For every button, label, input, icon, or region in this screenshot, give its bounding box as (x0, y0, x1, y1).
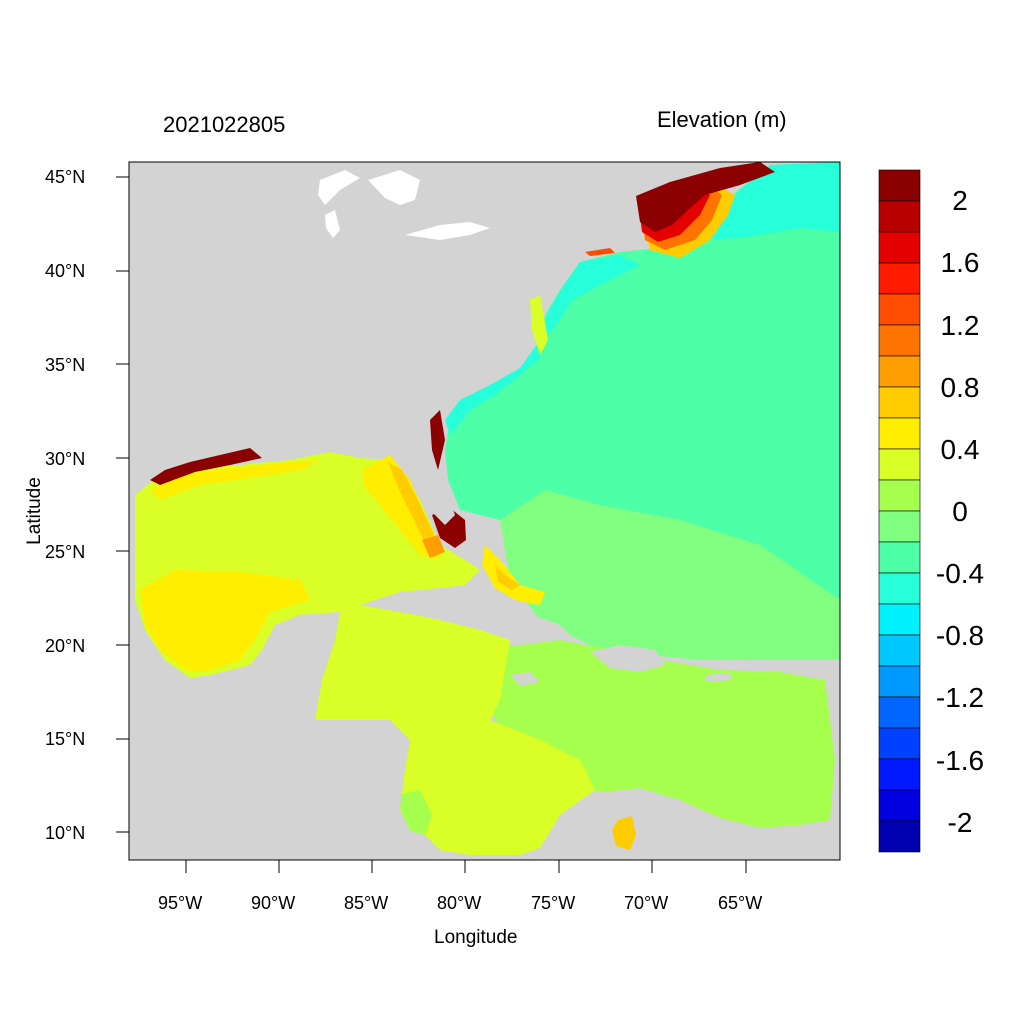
x-tick-label: 85°W (344, 893, 389, 913)
colorbar-swatch (878, 789, 921, 822)
x-tick-label: 95°W (158, 893, 203, 913)
colorbar-swatch (878, 293, 921, 326)
x-tick-label: 75°W (531, 893, 576, 913)
colorbar-swatch (878, 231, 921, 264)
y-tick-label: 35°N (45, 355, 86, 375)
south-america-land (520, 790, 840, 860)
y-tick-label: 30°N (45, 449, 86, 469)
date-stamp-title: 2021022805 (163, 112, 286, 137)
long-island-sound (585, 248, 615, 256)
colorbar-swatch (878, 262, 921, 295)
colorbar (878, 169, 921, 853)
colorbar-swatch (878, 386, 921, 419)
colorbar-swatch (878, 820, 921, 853)
lake-huron (368, 170, 420, 205)
colorbar-swatch (878, 665, 921, 698)
lake-maracaibo-water (612, 816, 636, 850)
colorbar-swatch (878, 448, 921, 481)
colorbar-swatch (878, 696, 921, 729)
cuba-land (378, 588, 575, 640)
x-tick-label: 90°W (251, 893, 296, 913)
colorbar-swatch (878, 479, 921, 512)
colorbar-label: 0.8 (940, 372, 980, 403)
colorbar-label: -1.2 (935, 682, 985, 713)
florida-land (390, 450, 455, 525)
colorbar-swatch (878, 541, 921, 574)
y-axis-label: Latitude (24, 477, 45, 545)
colorbar-label: -2 (947, 807, 973, 838)
atlantic-cyan-band (700, 162, 840, 240)
colorbar-swatch (878, 758, 921, 791)
axis-ticks (116, 176, 747, 873)
colorbar-swatch (878, 355, 921, 388)
yucatan-land (262, 612, 340, 720)
x-tick-label: 70°W (624, 893, 669, 913)
atlantic-south-green (500, 490, 840, 660)
western-caribbean (315, 605, 595, 855)
colorbar-label: -0.4 (935, 558, 985, 589)
florida-west-orange (388, 462, 440, 552)
chesapeake (530, 295, 548, 355)
y-tick-label: 25°N (45, 542, 86, 562)
carolina-coast-surge (430, 410, 445, 470)
colorbar-label: -0.8 (935, 620, 985, 651)
colorbar-swatch (878, 603, 921, 636)
jamaica-land (510, 672, 540, 686)
puerto-rico-land (705, 673, 732, 682)
y-tick-label: 40°N (45, 261, 86, 281)
y-tick-label: 20°N (45, 636, 86, 656)
colorbar-swatch (878, 324, 921, 357)
y-tick-label: 15°N (45, 729, 86, 749)
x-tick-label: 80°W (437, 893, 482, 913)
y-tick-label: 45°N (45, 167, 86, 187)
south-florida-orange (422, 535, 445, 558)
colorbar-label: 0 (952, 496, 968, 527)
colorbar-swatch (878, 169, 921, 202)
colorbar-swatch (878, 200, 921, 233)
colorbar-label: 0.4 (940, 434, 980, 465)
colorbar-label: 1.6 (940, 247, 980, 278)
gulf-yellow-west (140, 570, 310, 672)
colorbar-label: 2 (952, 185, 968, 216)
bahamas-inner (495, 565, 520, 590)
central-america-land (129, 718, 440, 860)
gulf-yellow-north (150, 460, 320, 500)
y-tick-label: 10°N (45, 823, 86, 843)
x-axis-label: Longitude (434, 927, 518, 948)
lake-erie-ontario (405, 222, 490, 240)
colorbar-swatch (878, 727, 921, 760)
colorbar-label: 1.2 (940, 310, 980, 341)
variable-title: Elevation (m) (657, 107, 787, 132)
map-border (128, 161, 841, 861)
colorbar-swatch (878, 510, 921, 543)
lake-superior (318, 170, 360, 205)
gulf-of-maine-darkred (636, 162, 775, 232)
bahamas-bank (482, 545, 545, 605)
map-plot-area (129, 162, 840, 860)
hispaniola-land (590, 645, 665, 672)
gulf-coast-surge (150, 448, 262, 485)
colorbar-swatch (878, 572, 921, 605)
colorbar-swatch (878, 634, 921, 667)
colorbar-swatch (878, 417, 921, 450)
x-tick-label: 65°W (718, 893, 763, 913)
lake-michigan (325, 210, 340, 238)
colorbar-label: -1.6 (935, 745, 985, 776)
